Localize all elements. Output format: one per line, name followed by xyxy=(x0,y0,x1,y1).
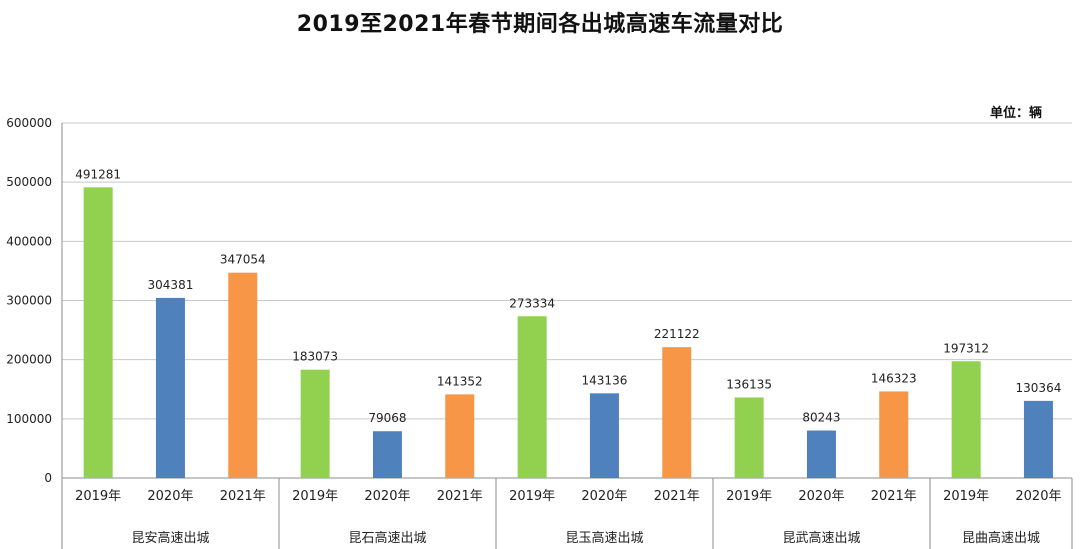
y-tick-label: 400000 xyxy=(6,234,52,248)
data-label: 304381 xyxy=(148,278,194,292)
x-tick-label-year: 2020年 xyxy=(147,489,193,504)
x-tick-label-year: 2021年 xyxy=(437,489,483,504)
data-label: 146323 xyxy=(871,371,917,385)
bar xyxy=(589,393,619,478)
data-label: 273334 xyxy=(509,296,555,310)
bar xyxy=(879,391,909,478)
x-tick-label-year: 2020年 xyxy=(364,489,410,504)
y-tick-label: 600000 xyxy=(6,116,52,130)
x-tick-label-year: 2019年 xyxy=(292,489,338,504)
x-tick-label-year: 2019年 xyxy=(943,489,989,504)
data-label: 221122 xyxy=(654,327,700,341)
x-tick-label-group: 昆武高速出城 xyxy=(782,530,860,546)
bar xyxy=(372,431,402,478)
x-tick-label-group: 昆曲高速出城 xyxy=(962,530,1040,546)
bar xyxy=(517,316,547,478)
x-tick-label-group: 昆安高速出城 xyxy=(131,530,209,546)
x-tick-label-year: 2019年 xyxy=(509,489,555,504)
bar xyxy=(662,347,692,478)
bar xyxy=(155,297,185,478)
x-tick-label-group: 昆玉高速出城 xyxy=(565,530,643,546)
data-label: 130364 xyxy=(1016,381,1062,395)
x-tick-label-year: 2019年 xyxy=(726,489,772,504)
chart-title: 2019至2021年春节期间各出城高速车流量对比 xyxy=(296,12,784,37)
bar xyxy=(951,361,981,478)
data-label: 136135 xyxy=(726,377,772,391)
data-label: 141352 xyxy=(437,374,483,388)
data-label: 80243 xyxy=(802,411,840,425)
x-tick-label-year: 2021年 xyxy=(871,489,917,504)
bar xyxy=(734,397,764,478)
y-tick-label: 0 xyxy=(44,471,52,485)
x-tick-label-year: 2021年 xyxy=(654,489,700,504)
y-tick-label: 200000 xyxy=(6,353,52,367)
unit-label: 单位：辆 xyxy=(989,106,1042,121)
bar xyxy=(445,394,475,478)
y-tick-label: 500000 xyxy=(6,175,52,189)
x-tick-label-year: 2019年 xyxy=(75,489,121,504)
data-label: 183073 xyxy=(292,350,338,364)
x-tick-label-year: 2020年 xyxy=(581,489,627,504)
x-tick-label-year: 2021年 xyxy=(220,489,266,504)
data-label: 491281 xyxy=(75,167,121,181)
y-tick-label: 100000 xyxy=(6,412,52,426)
data-label: 347054 xyxy=(220,253,266,267)
bar xyxy=(83,187,113,478)
data-label: 79068 xyxy=(368,411,406,425)
bar xyxy=(1023,400,1053,478)
bar xyxy=(300,369,330,478)
data-label: 143136 xyxy=(582,373,628,387)
x-tick-label-year: 2020年 xyxy=(798,489,844,504)
bar xyxy=(228,272,258,478)
x-tick-label-year: 2020年 xyxy=(1015,489,1061,504)
y-tick-label: 300000 xyxy=(6,294,52,308)
bar xyxy=(806,430,836,478)
data-label: 197312 xyxy=(943,341,989,355)
x-tick-label-group: 昆石高速出城 xyxy=(348,530,426,546)
